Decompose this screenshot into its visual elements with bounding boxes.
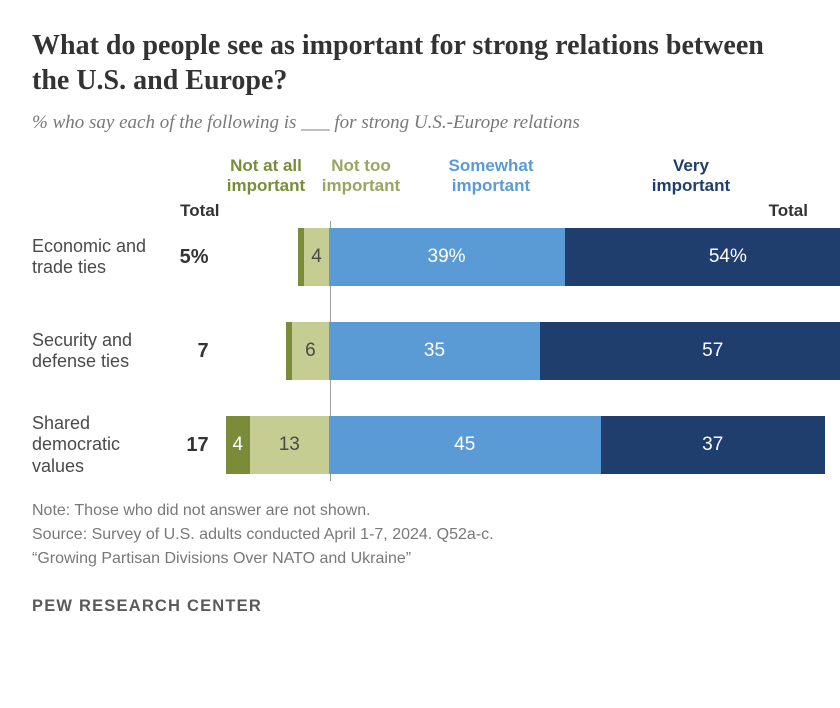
row-label: Shared democratic values (32, 413, 163, 478)
total-left: 17 (163, 434, 219, 457)
total-left: 5% (163, 246, 219, 269)
chart-subtitle: % who say each of the following is ___ f… (32, 112, 808, 134)
chart-row: Shared democratic values17134453781 (32, 409, 808, 481)
total-left: 7 (163, 340, 219, 363)
note-line-2: Source: Survey of U.S. adults conducted … (32, 523, 808, 547)
bar-right-zone: 3557 (329, 322, 739, 380)
seg-somewhat: 45 (329, 416, 601, 474)
total-header-row: Total Total (32, 201, 808, 221)
chart-rows: Economic and trade ties5%439%54%93%Secur… (32, 221, 808, 481)
note-line-3: “Growing Partisan Divisions Over NATO an… (32, 547, 808, 571)
seg-not-too: 6 (292, 322, 328, 380)
total-header-left: Total (164, 201, 220, 221)
legend-very: Veryimportant (576, 156, 806, 195)
seg-not-at-all (298, 228, 304, 286)
seg-not-too: 13 (250, 416, 329, 474)
bar-left-zone: 134 (219, 416, 329, 474)
seg-somewhat: 35 (329, 322, 541, 380)
seg-not-at-all: 4 (226, 416, 250, 474)
legend-not-at-all: Not at allimportant (216, 156, 316, 195)
total-header-right: Total (738, 201, 808, 221)
row-label: Economic and trade ties (32, 236, 163, 279)
seg-not-at-all (286, 322, 292, 380)
chart-row: Security and defense ties76355791 (32, 315, 808, 387)
bar-left-zone: 6 (219, 322, 329, 380)
bar-left-zone: 4 (219, 228, 329, 286)
bar-right-zone: 39%54% (329, 228, 739, 286)
seg-somewhat: 39% (329, 228, 565, 286)
seg-very: 54% (565, 228, 840, 286)
row-label: Security and defense ties (32, 330, 163, 373)
seg-very: 57 (540, 322, 840, 380)
bar-right-zone: 4537 (329, 416, 739, 474)
note-line-1: Note: Those who did not answer are not s… (32, 499, 808, 523)
seg-not-too: 4 (304, 228, 328, 286)
legend-row: Not at allimportantNot tooimportantSomew… (32, 156, 808, 195)
attribution: PEW RESEARCH CENTER (32, 597, 808, 616)
chart-title: What do people see as important for stro… (32, 28, 808, 98)
chart-row: Economic and trade ties5%439%54%93% (32, 221, 808, 293)
seg-very: 37 (601, 416, 825, 474)
legend-somewhat: Somewhatimportant (406, 156, 576, 195)
legend-not-too: Not tooimportant (316, 156, 406, 195)
chart: Not at allimportantNot tooimportantSomew… (32, 156, 808, 481)
